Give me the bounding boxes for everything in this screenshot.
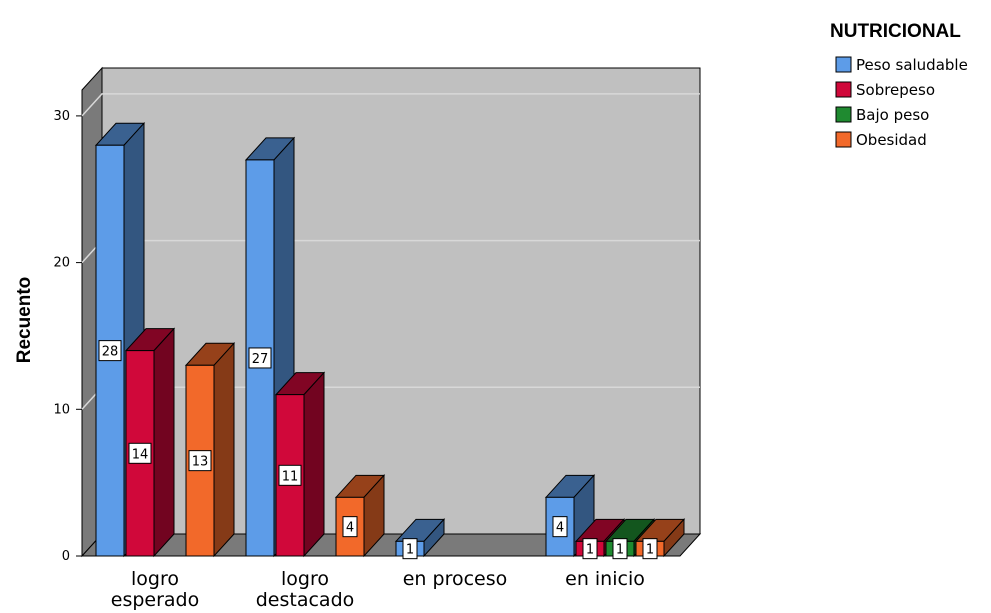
- data-label: 4: [346, 521, 354, 536]
- x-tick-label: en inicio: [565, 568, 645, 590]
- bar-side: [303, 371, 325, 558]
- legend-swatch: [835, 131, 852, 148]
- legend-entry: Obesidad: [856, 131, 927, 149]
- data-label: 13: [192, 455, 209, 470]
- y-axis: 0 10 20 30: [53, 109, 82, 564]
- data-label-box: [582, 538, 598, 560]
- data-label-box: [402, 538, 418, 560]
- x-tick-label: logro: [281, 568, 329, 590]
- data-label: 1: [406, 543, 414, 558]
- data-label-box: [248, 347, 272, 369]
- bar: 13: [184, 341, 236, 558]
- bar: 1: [394, 518, 446, 560]
- y-tick-label: 0: [62, 549, 70, 564]
- y-axis-label: Recuento: [14, 277, 35, 364]
- data-label-box: [552, 516, 568, 538]
- x-tick-label: destacado: [256, 589, 355, 611]
- legend: NUTRICIONAL Peso saludable Sobrepeso Bajo …: [830, 21, 968, 149]
- data-label: 1: [616, 543, 624, 558]
- legend-entry: Bajo peso: [856, 106, 929, 124]
- bar: 1: [634, 518, 686, 560]
- legend-title: NUTRICIONAL: [830, 21, 961, 42]
- legend-swatch: [835, 56, 852, 73]
- y-tick-label: 30: [53, 109, 70, 124]
- data-label: 27: [252, 352, 269, 367]
- data-label-box: [342, 516, 358, 538]
- legend-swatch: [835, 106, 852, 123]
- x-tick-label: en proceso: [403, 568, 508, 590]
- data-label: 28: [102, 345, 119, 360]
- legend-swatch: [835, 81, 852, 98]
- y-tick-label: 10: [53, 402, 70, 417]
- data-label-box: [278, 464, 302, 486]
- bar-side: [213, 341, 235, 558]
- data-label: 1: [646, 543, 654, 558]
- bar: 4: [334, 474, 386, 558]
- data-label: 14: [132, 447, 149, 462]
- legend-entry: Sobrepeso: [856, 81, 935, 99]
- data-label: 4: [556, 521, 564, 536]
- chart-walls: [80, 66, 702, 558]
- legend-entry: Peso saludable: [856, 56, 968, 74]
- bar-side: [153, 327, 175, 558]
- data-label-box: [642, 538, 658, 560]
- data-label-box: [188, 450, 212, 472]
- data-label-box: [98, 340, 122, 362]
- x-tick-label: logro: [131, 568, 179, 590]
- gridline: [81, 93, 700, 117]
- data-label-box: [612, 538, 628, 560]
- data-label: 1: [586, 543, 594, 558]
- y-tick-label: 20: [53, 256, 70, 271]
- bar: 14: [124, 327, 176, 558]
- bar: 11: [274, 371, 326, 558]
- data-label-box: [128, 442, 152, 464]
- data-label: 11: [282, 469, 299, 484]
- x-tick-label: esperado: [111, 589, 199, 611]
